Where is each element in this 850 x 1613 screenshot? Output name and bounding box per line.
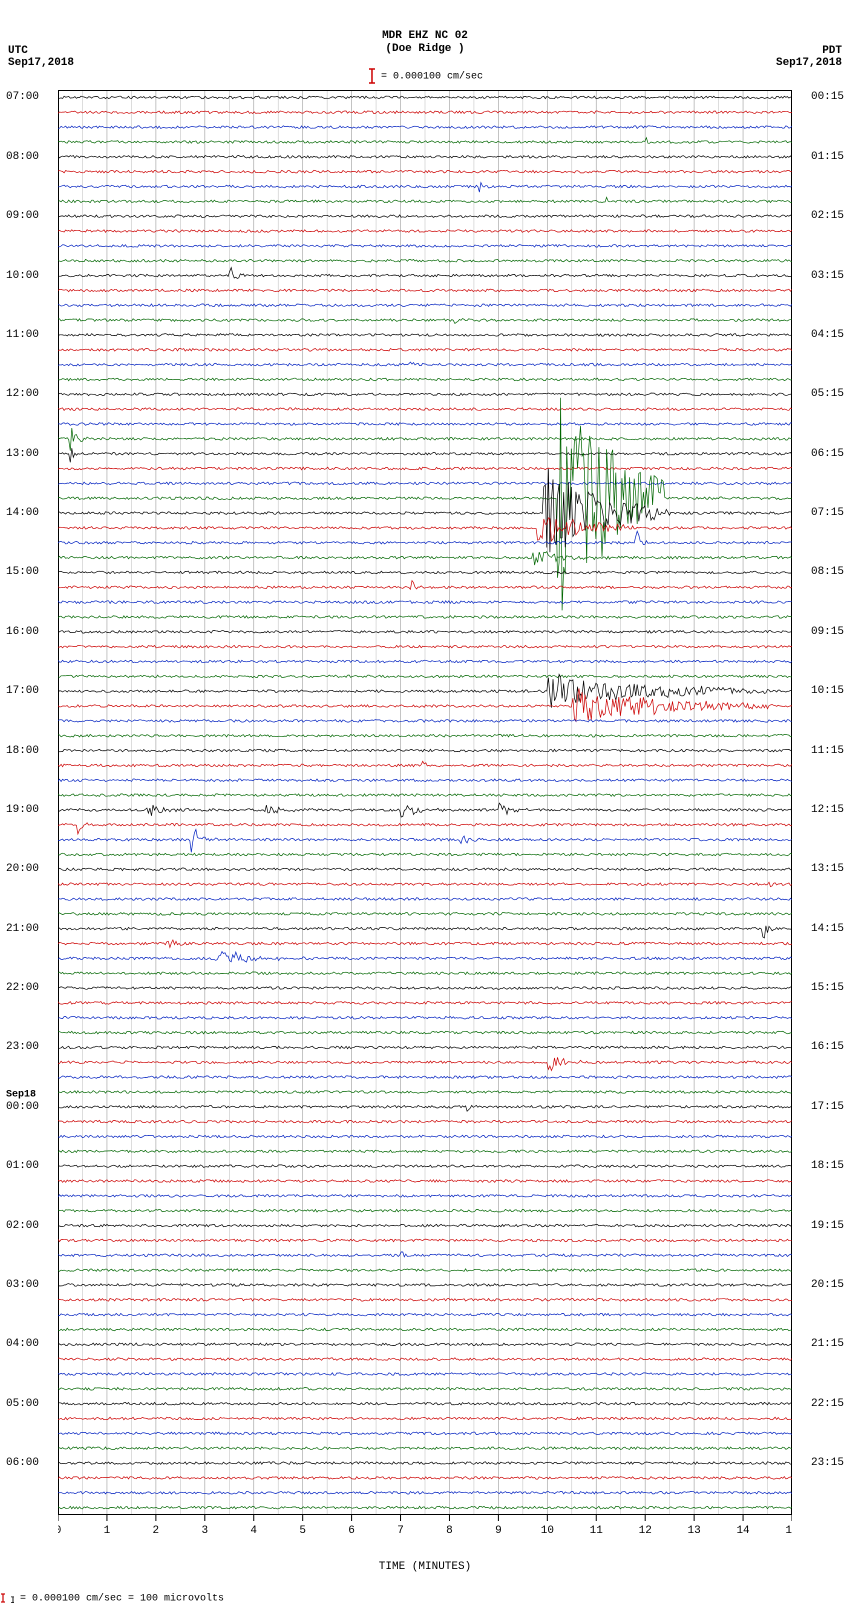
footnote-text: = 0.000100 cm/sec = 100 microvolts	[20, 1594, 224, 1605]
svg-text:8: 8	[446, 1525, 453, 1537]
pdt-hour-label: 13:15	[811, 863, 844, 875]
pdt-hour-label: 19:15	[811, 1220, 844, 1232]
utc-hour-label: 08:00	[6, 151, 39, 163]
utc-hour-label: 16:00	[6, 626, 39, 638]
pdt-hour-label: 14:15	[811, 923, 844, 935]
tz-left: UTC Sep17,2018	[8, 45, 74, 69]
svg-text:6: 6	[348, 1525, 355, 1537]
scale-label: = 0.000100 cm/sec	[381, 72, 483, 83]
pdt-hour-label: 11:15	[811, 745, 844, 757]
x-axis-label: TIME (MINUTES)	[0, 1561, 850, 1573]
svg-text:2: 2	[153, 1525, 160, 1537]
pdt-hour-label: 04:15	[811, 329, 844, 341]
station-title: MDR EHZ NC 02 (Doe Ridge )	[382, 30, 468, 56]
tz-left-date: Sep17,2018	[8, 57, 74, 69]
pdt-hour-label: 22:15	[811, 1398, 844, 1410]
utc-hour-label: 17:00	[6, 685, 39, 697]
pdt-hour-label: 21:15	[811, 1338, 844, 1350]
svg-text:15: 15	[785, 1525, 792, 1537]
utc-hour-label: 06:00	[6, 1457, 39, 1469]
svg-text:7: 7	[397, 1525, 404, 1537]
scale-tick-icon	[367, 68, 377, 84]
utc-hour-label: 21:00	[6, 923, 39, 935]
svg-text:12: 12	[639, 1525, 652, 1537]
utc-hour-label: 02:00	[6, 1220, 39, 1232]
svg-text:13: 13	[688, 1525, 701, 1537]
footnote: I = 0.000100 cm/sec = 100 microvolts	[0, 1591, 224, 1605]
utc-date-break: Sep18	[6, 1089, 36, 1100]
pdt-hour-label: 05:15	[811, 388, 844, 400]
utc-hour-label: 14:00	[6, 507, 39, 519]
svg-text:0: 0	[58, 1525, 61, 1537]
utc-hour-label: 23:00	[6, 1041, 39, 1053]
helicorder-plot: 0123456789101112131415	[58, 90, 792, 1543]
svg-text:1: 1	[104, 1525, 111, 1537]
utc-hour-label: 13:00	[6, 448, 39, 460]
svg-text:I: I	[10, 1596, 14, 1605]
pdt-hour-label: 23:15	[811, 1457, 844, 1469]
pdt-hour-label: 02:15	[811, 210, 844, 222]
svg-text:14: 14	[736, 1525, 750, 1537]
utc-hour-label: 03:00	[6, 1279, 39, 1291]
svg-text:10: 10	[541, 1525, 554, 1537]
station-line1: MDR EHZ NC 02	[382, 30, 468, 43]
pdt-hour-label: 06:15	[811, 448, 844, 460]
utc-hour-label: 22:00	[6, 982, 39, 994]
pdt-hour-label: 00:15	[811, 91, 844, 103]
svg-text:4: 4	[250, 1525, 257, 1537]
pdt-hour-label: 20:15	[811, 1279, 844, 1291]
svg-text:5: 5	[299, 1525, 306, 1537]
pdt-hour-label: 12:15	[811, 804, 844, 816]
pdt-hour-label: 01:15	[811, 151, 844, 163]
scale-bar: = 0.000100 cm/sec	[367, 68, 483, 84]
utc-hour-label: 05:00	[6, 1398, 39, 1410]
pdt-hour-label: 18:15	[811, 1160, 844, 1172]
utc-hour-label: 01:00	[6, 1160, 39, 1172]
pdt-hour-label: 09:15	[811, 626, 844, 638]
pdt-hour-label: 17:15	[811, 1101, 844, 1113]
pdt-hour-label: 10:15	[811, 685, 844, 697]
header: UTC Sep17,2018 MDR EHZ NC 02 (Doe Ridge …	[0, 0, 850, 80]
svg-text:11: 11	[590, 1525, 604, 1537]
pdt-hour-label: 07:15	[811, 507, 844, 519]
pdt-hour-label: 03:15	[811, 270, 844, 282]
svg-text:3: 3	[201, 1525, 208, 1537]
pdt-hour-label: 16:15	[811, 1041, 844, 1053]
svg-text:9: 9	[495, 1525, 502, 1537]
tz-right: PDT Sep17,2018	[776, 45, 842, 69]
utc-hour-label: 12:00	[6, 388, 39, 400]
utc-hour-label: 11:00	[6, 329, 39, 341]
utc-hour-label: 19:00	[6, 804, 39, 816]
utc-hour-label: 10:00	[6, 270, 39, 282]
tz-left-label: UTC	[8, 45, 74, 57]
seismogram-figure: UTC Sep17,2018 MDR EHZ NC 02 (Doe Ridge …	[0, 0, 850, 1613]
scale-tick-icon: I	[0, 1591, 14, 1605]
utc-hour-label: 18:00	[6, 745, 39, 757]
pdt-hour-label: 15:15	[811, 982, 844, 994]
utc-hour-label: 09:00	[6, 210, 39, 222]
tz-right-label: PDT	[776, 45, 842, 57]
tz-right-date: Sep17,2018	[776, 57, 842, 69]
pdt-hour-label: 08:15	[811, 566, 844, 578]
utc-hour-label: 15:00	[6, 566, 39, 578]
utc-hour-label: 20:00	[6, 863, 39, 875]
station-line2: (Doe Ridge )	[382, 43, 468, 56]
utc-hour-label: 00:00	[6, 1101, 39, 1113]
utc-hour-label: 04:00	[6, 1338, 39, 1350]
utc-hour-label: 07:00	[6, 91, 39, 103]
